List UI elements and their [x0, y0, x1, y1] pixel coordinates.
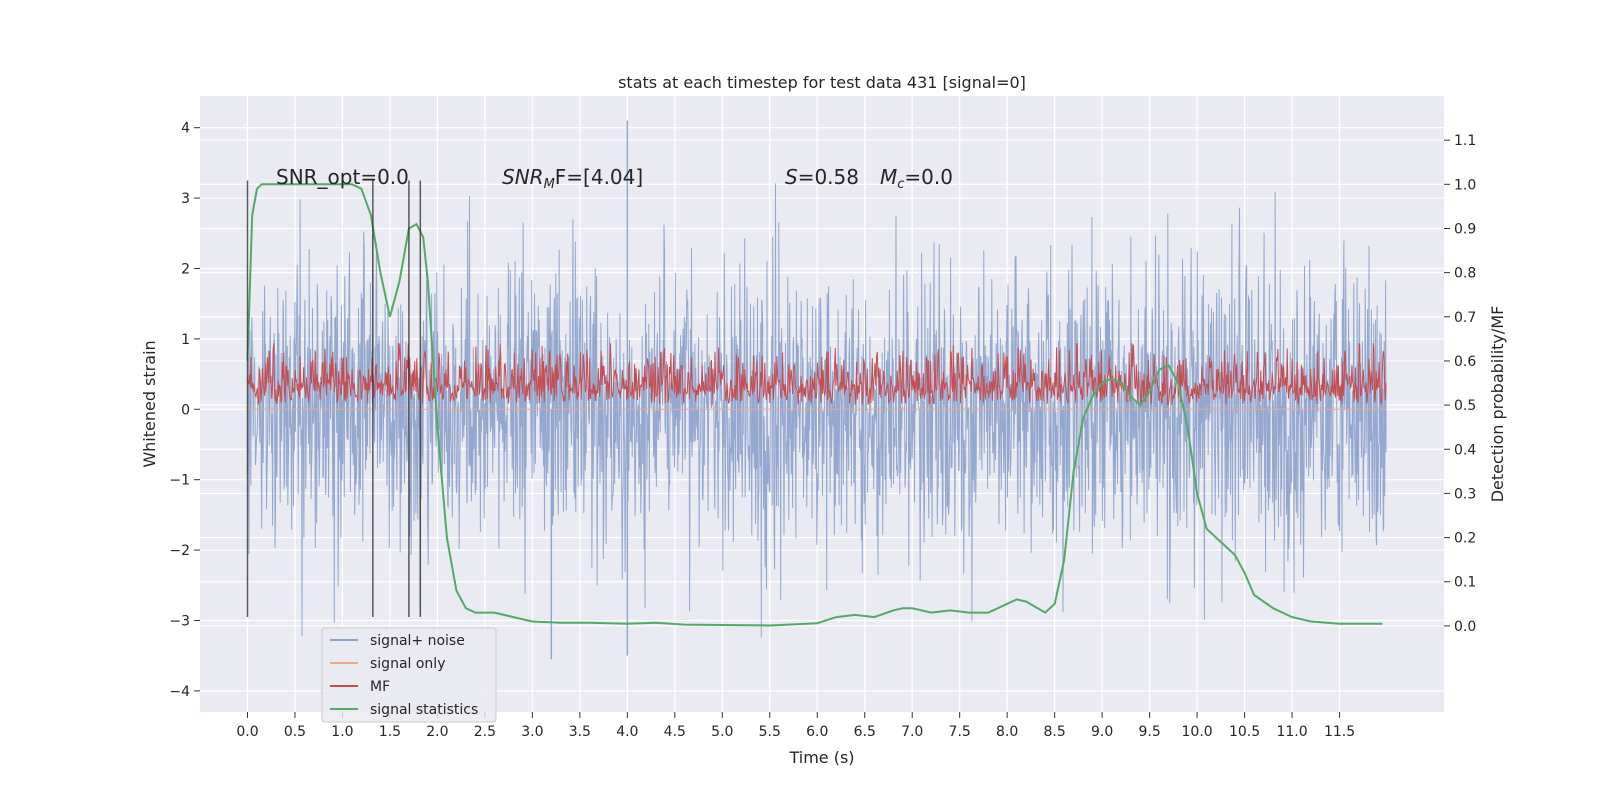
annotation-mc-name: M — [880, 165, 897, 189]
legend-label-signal-statistics: signal statistics — [370, 702, 478, 718]
x-tick-label: 0.0 — [236, 724, 258, 740]
x-tick-label: 4.5 — [664, 724, 686, 740]
y-right-tick-label: 0.3 — [1454, 486, 1476, 502]
chart-title: stats at each timestep for test data 431… — [618, 73, 1026, 92]
x-tick-label: 0.5 — [284, 724, 306, 740]
vertical-lines — [246, 180, 422, 617]
x-tick-label: 7.0 — [901, 724, 923, 740]
y-axis-right-label: Detection probability/MF — [1488, 306, 1507, 503]
legend-label-mf: MF — [370, 679, 390, 695]
x-tick-label: 10.0 — [1182, 724, 1213, 740]
y-left-tick-label: 0 — [181, 402, 190, 418]
x-tick-label: 6.5 — [854, 724, 876, 740]
x-tick-label: 11.0 — [1276, 724, 1307, 740]
y-right-tick-label: 1.1 — [1454, 133, 1476, 149]
y-left-tick-label: 3 — [181, 191, 190, 207]
y-right-tick-label: 0.4 — [1454, 442, 1476, 458]
annotation-snr-mf-name: SNR — [502, 165, 544, 189]
annotation-s-name: S — [785, 165, 798, 189]
x-tick-label: 8.0 — [996, 724, 1018, 740]
annotation-snr-mf: SNRMF=[4.04] — [502, 165, 643, 192]
x-tick-label: 2.5 — [474, 724, 496, 740]
x-tick-label: 1.5 — [379, 724, 401, 740]
x-tick-label: 4.0 — [616, 724, 638, 740]
legend: signal+ noise signal only MF signal stat… — [321, 627, 497, 723]
legend-frame — [321, 627, 497, 723]
x-tick-label: 2.0 — [426, 724, 448, 740]
x-tick-label: 9.0 — [1091, 724, 1113, 740]
x-tick-label: 10.5 — [1229, 724, 1260, 740]
y-right-tick-label: 0.9 — [1454, 221, 1476, 237]
x-tick-label: 8.5 — [1044, 724, 1066, 740]
legend-label-signal-only: signal only — [370, 656, 445, 672]
y-right-tick-label: 0.7 — [1454, 310, 1476, 326]
axes: 0.0 0.5 1.0 1.5 2.0 2.5 3.0 3.5 4.0 4.5 5.0 5.5 6.0 6… — [169, 121, 1476, 740]
y-left-tick-label: 2 — [181, 261, 190, 277]
annotation-s: S=0.58 — [785, 165, 859, 189]
x-tick-label: 11.5 — [1324, 724, 1355, 740]
annotation-snr-opt: SNR_opt=0.0 — [276, 165, 409, 189]
y-right-tick-label: 0.1 — [1454, 575, 1476, 591]
x-axis-label: Time (s) — [788, 748, 854, 767]
series-layer — [246, 120, 1387, 660]
annotation-mc-value: =0.0 — [904, 165, 953, 189]
y-axis-left-label: Whitened strain — [140, 340, 159, 467]
series-mf — [247, 343, 1387, 406]
series-signal-statistics — [246, 183, 1383, 627]
y-right-tick-label: 1.0 — [1454, 177, 1476, 193]
annotation-snr-mf-value: F=[4.04] — [555, 165, 643, 189]
annotation-mc: Mc=0.0 — [880, 165, 953, 192]
y-right-tick-label: 0.2 — [1454, 531, 1476, 547]
y-right-tick-label: 0.6 — [1454, 354, 1476, 370]
annotation-snr-mf-sub: M — [544, 177, 555, 192]
y-left-tick-label: −2 — [169, 543, 190, 559]
x-tick-label: 3.0 — [521, 724, 543, 740]
x-tick-label: 5.0 — [711, 724, 733, 740]
annotation-s-value: =0.58 — [798, 165, 859, 189]
x-tick-label: 7.5 — [949, 724, 971, 740]
legend-label-signal-noise: signal+ noise — [370, 633, 465, 649]
y-left-tick-label: −3 — [169, 613, 190, 629]
x-tick-label: 9.5 — [1138, 724, 1160, 740]
y-left-tick-label: 1 — [181, 332, 190, 348]
x-tick-label: 3.5 — [569, 724, 591, 740]
y-right-tick-label: 0.5 — [1454, 398, 1476, 414]
x-tick-label: 6.0 — [806, 724, 828, 740]
y-left-tick-label: 4 — [181, 121, 190, 137]
annotation-mc-sub: c — [897, 177, 904, 192]
x-tick-label: 1.0 — [331, 724, 353, 740]
y-right-tick-label: 0.8 — [1454, 266, 1476, 282]
y-right-tick-label: 0.0 — [1454, 619, 1476, 635]
y-left-tick-label: −4 — [169, 684, 190, 700]
y-left-tick-label: −1 — [169, 473, 190, 489]
x-tick-label: 5.5 — [759, 724, 781, 740]
